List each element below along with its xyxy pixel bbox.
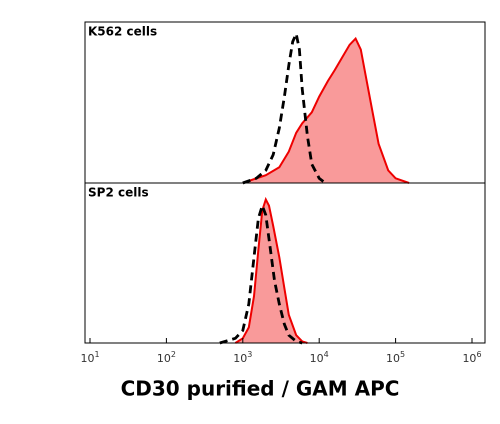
tick-base: 10 bbox=[157, 352, 171, 365]
histogram-line bbox=[242, 29, 327, 185]
panel-title: SP2 cells bbox=[88, 186, 149, 200]
x-axis-label: CD30 purified / GAM APC bbox=[121, 377, 400, 401]
tick-exponent: 6 bbox=[476, 350, 481, 359]
panel-frame bbox=[84, 182, 486, 344]
x-tick-label: 103 bbox=[233, 350, 252, 366]
histogram-fill bbox=[242, 38, 409, 183]
histogram-fill bbox=[235, 199, 308, 343]
tick-base: 10 bbox=[233, 352, 247, 365]
histogram-line bbox=[234, 196, 308, 344]
histogram-line bbox=[242, 36, 410, 184]
x-tick-label: 104 bbox=[310, 350, 329, 366]
tick-exponent: 1 bbox=[94, 350, 99, 359]
tick-base: 10 bbox=[80, 352, 94, 365]
tick-base: 10 bbox=[462, 352, 476, 365]
tick-exponent: 3 bbox=[247, 350, 252, 359]
x-tick-label: 106 bbox=[462, 350, 481, 366]
tick-base: 10 bbox=[310, 352, 324, 365]
x-tick-label: 101 bbox=[80, 350, 99, 366]
histogram-line bbox=[219, 201, 303, 345]
x-tick-label: 105 bbox=[386, 350, 405, 366]
tick-exponent: 2 bbox=[171, 350, 176, 359]
tick-exponent: 5 bbox=[400, 350, 405, 359]
tick-exponent: 4 bbox=[324, 350, 329, 359]
x-tick-label: 102 bbox=[157, 350, 176, 366]
panel-title: K562 cells bbox=[88, 25, 157, 39]
tick-base: 10 bbox=[386, 352, 400, 365]
